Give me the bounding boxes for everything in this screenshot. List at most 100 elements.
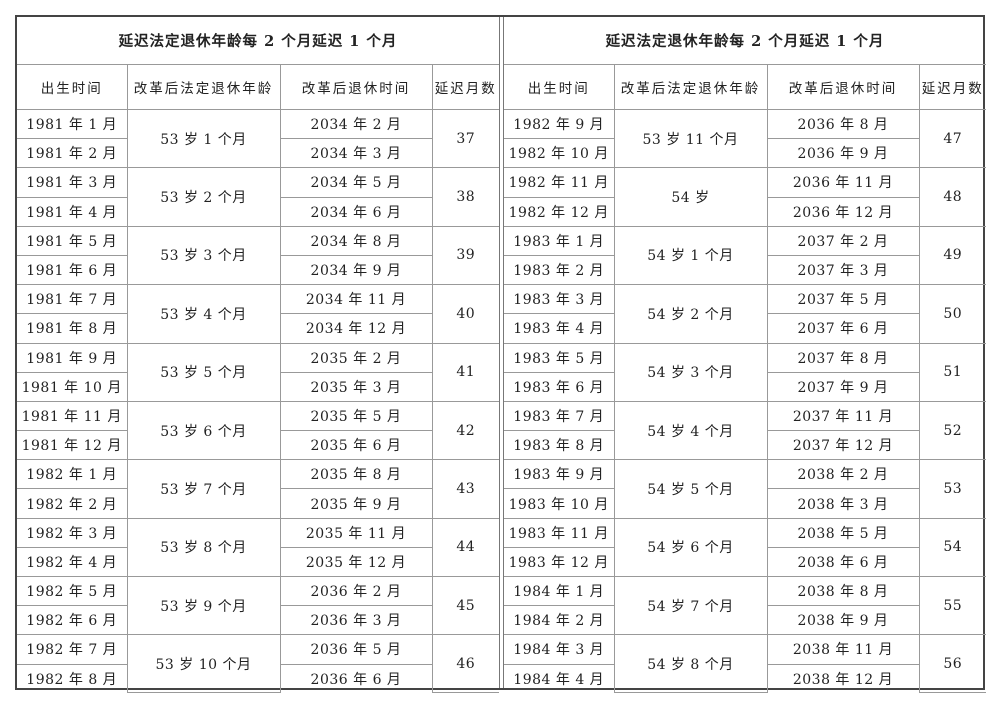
retirement-time-cell: 2037 年 6 月 (766, 313, 919, 344)
table-row: 1983 年 4 月 2037 年 6 月 (504, 313, 986, 344)
retirement-time-cell: 2034 年 6 月 (279, 196, 432, 227)
birth-time-cell: 1981 年 3 月 (17, 167, 128, 198)
retirement-time-cell: 2038 年 11 月 (766, 634, 920, 665)
table-row: 1982 年 12 月 2036 年 12 月 (504, 196, 986, 227)
birth-time-cell: 1982 年 2 月 (17, 488, 128, 519)
delay-months-cell: 40 (431, 284, 499, 344)
retirement-time-cell: 2037 年 12 月 (766, 430, 919, 461)
table-row: 1984 年 3 月 54 岁 8 个月 2038 年 11 月 56 (504, 634, 986, 694)
birth-time-cell: 1981 年 6 月 (17, 254, 128, 286)
birth-time-cell: 1981 年 7 月 (17, 284, 128, 315)
retirement-age-cell: 53 岁 3 个月 (126, 225, 281, 286)
table-row: 1982 年 9 月 53 岁 11 个月 2036 年 8 月 47 (504, 108, 986, 169)
retirement-time-cell: 2037 年 8 月 (766, 342, 920, 373)
retirement-time-cell: 2036 年 2 月 (279, 575, 433, 607)
retirement-time-cell: 2034 年 9 月 (279, 254, 432, 286)
retirement-time-cell: 2036 年 12 月 (766, 196, 919, 227)
retirement-age-cell: 54 岁 6 个月 (613, 517, 768, 578)
retirement-age-cell: 54 岁 2 个月 (613, 284, 768, 344)
birth-time-cell: 1983 年 7 月 (504, 400, 615, 432)
retirement-time-cell: 2036 年 11 月 (766, 167, 920, 198)
retirement-delay-document: 延迟法定退休年龄每 2 个月延迟 1 个月 出生时间 改革后法定退休年龄 改革后退休时… (15, 15, 986, 694)
delay-months-cell: 43 (431, 459, 499, 519)
delay-months-cell: 50 (918, 284, 986, 344)
birth-time-cell: 1983 年 6 月 (504, 371, 615, 402)
delay-months-cell: 42 (431, 400, 499, 461)
retirement-time-cell: 2035 年 2 月 (279, 342, 433, 373)
retirement-time-cell: 2035 年 5 月 (279, 400, 433, 432)
retirement-table-left: 延迟法定退休年龄每 2 个月延迟 1 个月 出生时间 改革后法定退休年龄 改革后退休时… (17, 17, 499, 694)
retirement-age-cell: 53 岁 10 个月 (126, 634, 281, 694)
birth-time-cell: 1984 年 1 月 (504, 575, 615, 607)
delay-months-cell: 54 (918, 517, 986, 578)
birth-time-cell: 1981 年 2 月 (17, 138, 128, 169)
birth-time-cell: 1983 年 10 月 (504, 488, 615, 519)
retirement-time-cell: 2034 年 3 月 (279, 138, 432, 169)
birth-time-cell: 1981 年 5 月 (17, 225, 128, 256)
table-row: 1981 年 10 月 2035 年 3 月 (17, 371, 499, 402)
table-row: 1983 年 9 月 54 岁 5 个月 2038 年 2 月 53 (504, 459, 986, 519)
birth-time-cell: 1982 年 12 月 (504, 196, 615, 227)
retirement-time-cell: 2035 年 9 月 (279, 488, 432, 519)
retirement-time-cell: 2036 年 8 月 (766, 108, 920, 140)
table-row: 1982 年 4 月 2035 年 12 月 (17, 546, 499, 578)
retirement-age-cell: 53 岁 7 个月 (126, 459, 281, 519)
table-row: 1983 年 10 月 2038 年 3 月 (504, 488, 986, 519)
retirement-time-cell: 2034 年 2 月 (279, 108, 433, 140)
retirement-time-cell: 2037 年 3 月 (766, 254, 919, 286)
retirement-time-cell: 2035 年 8 月 (279, 459, 433, 490)
table-row: 1982 年 6 月 2036 年 3 月 (17, 605, 499, 636)
retirement-time-cell: 2035 年 3 月 (279, 371, 432, 402)
table-row: 1984 年 4 月 2038 年 12 月 (504, 663, 986, 693)
retirement-time-cell: 2038 年 8 月 (766, 575, 920, 607)
birth-time-cell: 1981 年 9 月 (17, 342, 128, 373)
birth-time-cell: 1982 年 1 月 (17, 459, 128, 490)
retirement-age-cell: 54 岁 8 个月 (613, 634, 768, 694)
birth-time-cell: 1982 年 5 月 (17, 575, 128, 607)
retirement-time-cell: 2037 年 11 月 (766, 400, 920, 432)
table-row: 1982 年 3 月 53 岁 8 个月 2035 年 11 月 44 (17, 517, 499, 578)
table-row: 1982 年 5 月 53 岁 9 个月 2036 年 2 月 45 (17, 575, 499, 636)
birth-time-cell: 1982 年 9 月 (504, 108, 615, 140)
retirement-time-cell: 2038 年 9 月 (766, 605, 919, 636)
table-row: 1983 年 6 月 2037 年 9 月 (504, 371, 986, 402)
retirement-time-cell: 2036 年 9 月 (766, 138, 919, 169)
table-row: 1981 年 7 月 53 岁 4 个月 2034 年 11 月 40 (17, 284, 499, 344)
column-header: 改革后退休时间 (766, 64, 920, 110)
birth-time-cell: 1982 年 10 月 (504, 138, 615, 169)
delay-months-cell: 55 (918, 575, 986, 636)
retirement-age-cell: 54 岁 7 个月 (613, 575, 768, 636)
birth-time-cell: 1983 年 2 月 (504, 254, 615, 286)
delay-months-cell: 51 (918, 342, 986, 402)
retirement-table-right: 延迟法定退休年龄每 2 个月延迟 1 个月 出生时间 改革后法定退休年龄 改革后退休时… (504, 17, 986, 694)
table-row: 1982 年 11 月 54 岁 2036 年 11 月 48 (504, 167, 986, 227)
right-table-panel: 延迟法定退休年龄每 2 个月延迟 1 个月 出生时间 改革后法定退休年龄 改革后退休时… (503, 17, 986, 694)
table-row: 1982 年 8 月 2036 年 6 月 (17, 663, 499, 693)
birth-time-cell: 1983 年 12 月 (504, 546, 615, 578)
table-row: 1983 年 1 月 54 岁 1 个月 2037 年 2 月 49 (504, 225, 986, 286)
table-row: 1983 年 5 月 54 岁 3 个月 2037 年 8 月 51 (504, 342, 986, 402)
table-row: 1981 年 9 月 53 岁 5 个月 2035 年 2 月 41 (17, 342, 499, 402)
delay-months-cell: 45 (431, 575, 499, 636)
title-row: 延迟法定退休年龄每 2 个月延迟 1 个月 (504, 17, 986, 65)
birth-time-cell: 1981 年 12 月 (17, 430, 128, 461)
table-row: 1983 年 7 月 54 岁 4 个月 2037 年 11 月 52 (504, 400, 986, 461)
retirement-time-cell: 2038 年 5 月 (766, 517, 920, 548)
delay-months-cell: 44 (431, 517, 499, 578)
table-row: 1981 年 12 月 2035 年 6 月 (17, 430, 499, 461)
birth-time-cell: 1983 年 1 月 (504, 225, 615, 256)
birth-time-cell: 1983 年 9 月 (504, 459, 615, 490)
retirement-time-cell: 2038 年 3 月 (766, 488, 919, 519)
delay-months-cell: 39 (431, 225, 499, 286)
birth-time-cell: 1984 年 2 月 (504, 605, 615, 636)
column-header: 改革后退休时间 (279, 64, 433, 110)
retirement-age-cell: 53 岁 6 个月 (126, 400, 281, 461)
birth-time-cell: 1981 年 10 月 (17, 371, 128, 402)
table-row: 1982 年 10 月 2036 年 9 月 (504, 138, 986, 169)
birth-time-cell: 1982 年 6 月 (17, 605, 128, 636)
retirement-time-cell: 2037 年 5 月 (766, 284, 920, 315)
delay-months-cell: 47 (918, 108, 986, 169)
column-header: 出生时间 (504, 64, 615, 110)
table-row: 1984 年 1 月 54 岁 7 个月 2038 年 8 月 55 (504, 575, 986, 636)
retirement-age-cell: 53 岁 9 个月 (126, 575, 281, 636)
